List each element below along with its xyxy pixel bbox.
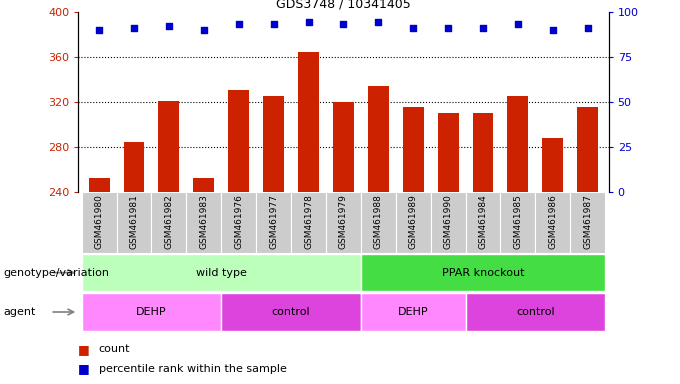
Text: control: control xyxy=(516,307,555,317)
Text: control: control xyxy=(272,307,310,317)
Bar xyxy=(88,179,109,192)
Bar xyxy=(326,192,361,253)
Bar xyxy=(124,142,144,192)
Bar xyxy=(466,192,500,253)
Bar xyxy=(438,113,458,192)
Point xyxy=(233,21,244,27)
Text: GSM461976: GSM461976 xyxy=(234,194,243,249)
Text: GSM461986: GSM461986 xyxy=(548,194,558,249)
Text: percentile rank within the sample: percentile rank within the sample xyxy=(99,364,286,374)
Text: genotype/variation: genotype/variation xyxy=(3,268,109,278)
Bar xyxy=(228,91,249,192)
Text: GSM461977: GSM461977 xyxy=(269,194,278,249)
Text: GSM461988: GSM461988 xyxy=(374,194,383,249)
Bar xyxy=(263,96,284,192)
Point xyxy=(303,19,314,25)
Title: GDS3748 / 10341405: GDS3748 / 10341405 xyxy=(276,0,411,10)
Point xyxy=(513,21,524,27)
Bar xyxy=(507,96,528,192)
Text: PPAR knockout: PPAR knockout xyxy=(442,268,524,278)
Bar xyxy=(221,293,361,331)
Text: GSM461990: GSM461990 xyxy=(443,194,453,249)
Bar xyxy=(571,192,605,253)
Bar xyxy=(473,113,494,192)
Point xyxy=(94,26,105,33)
Text: GSM461983: GSM461983 xyxy=(199,194,208,249)
Text: GSM461980: GSM461980 xyxy=(95,194,103,249)
Text: GSM461982: GSM461982 xyxy=(165,194,173,248)
Point xyxy=(547,26,558,33)
Point xyxy=(373,19,384,25)
Bar xyxy=(82,192,116,253)
Text: GSM461989: GSM461989 xyxy=(409,194,418,249)
Point xyxy=(408,25,419,31)
Bar xyxy=(82,254,361,291)
Bar xyxy=(333,102,354,192)
Text: agent: agent xyxy=(3,307,36,317)
Bar xyxy=(116,192,152,253)
Point xyxy=(443,25,454,31)
Text: GSM461978: GSM461978 xyxy=(304,194,313,249)
Text: GSM461984: GSM461984 xyxy=(479,194,488,248)
Bar xyxy=(577,108,598,192)
Bar xyxy=(403,108,424,192)
Text: GSM461981: GSM461981 xyxy=(129,194,139,249)
Bar xyxy=(466,293,605,331)
Bar xyxy=(542,138,563,192)
Bar xyxy=(193,179,214,192)
Point xyxy=(582,25,593,31)
Bar xyxy=(152,192,186,253)
Bar xyxy=(361,293,466,331)
Bar xyxy=(158,101,180,192)
Bar xyxy=(368,86,389,192)
Text: ■: ■ xyxy=(78,362,90,375)
Point xyxy=(477,25,488,31)
Text: DEHP: DEHP xyxy=(398,307,428,317)
Bar xyxy=(361,192,396,253)
Text: DEHP: DEHP xyxy=(136,307,167,317)
Text: GSM461979: GSM461979 xyxy=(339,194,348,249)
Bar xyxy=(256,192,291,253)
Bar xyxy=(535,192,571,253)
Text: wild type: wild type xyxy=(196,268,247,278)
Point xyxy=(129,25,139,31)
Bar xyxy=(291,192,326,253)
Text: count: count xyxy=(99,344,130,354)
Bar xyxy=(82,293,221,331)
Bar xyxy=(298,52,319,192)
Point xyxy=(338,21,349,27)
Bar xyxy=(500,192,535,253)
Bar xyxy=(221,192,256,253)
Bar xyxy=(396,192,430,253)
Point xyxy=(163,23,174,29)
Bar xyxy=(430,192,466,253)
Bar xyxy=(361,254,605,291)
Text: ■: ■ xyxy=(78,343,90,356)
Point xyxy=(199,26,209,33)
Text: GSM461987: GSM461987 xyxy=(583,194,592,249)
Point xyxy=(268,21,279,27)
Bar xyxy=(186,192,221,253)
Text: GSM461985: GSM461985 xyxy=(513,194,522,249)
